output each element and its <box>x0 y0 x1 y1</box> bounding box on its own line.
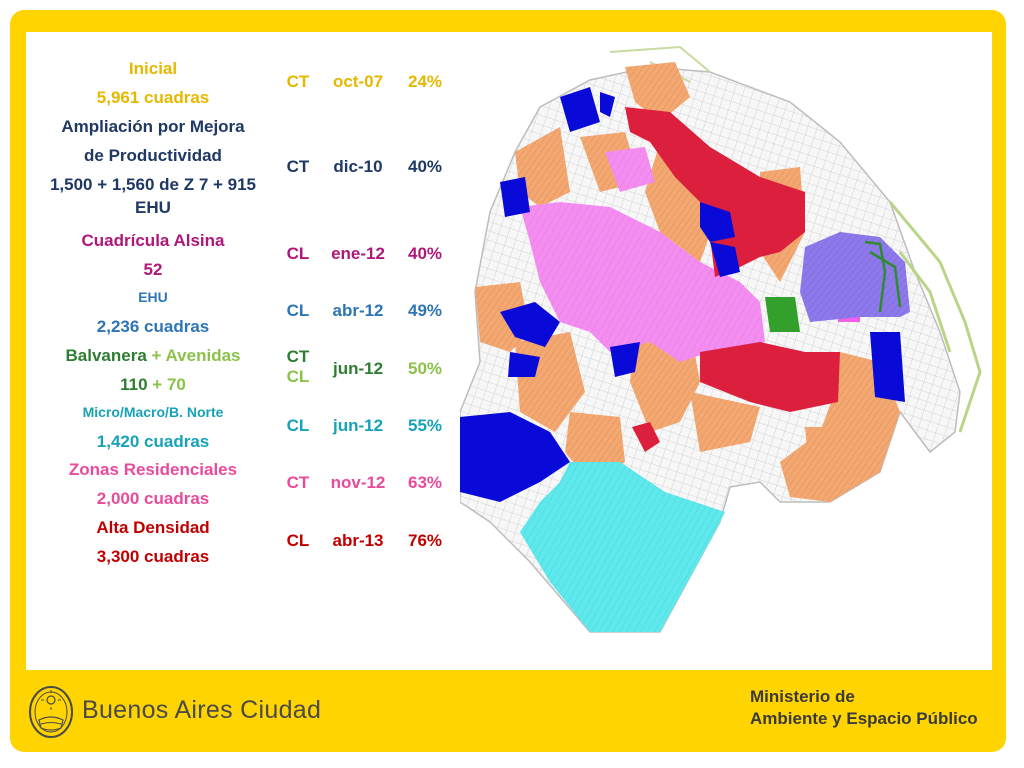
zone-blue <box>500 177 530 217</box>
row-percent: 40% <box>407 244 443 263</box>
label-line: 2,236 cuadras <box>96 317 210 336</box>
label-line: 1,500 + 1,560 de Z 7 + 915 <box>49 175 257 194</box>
zone-red <box>632 422 660 452</box>
table-row: Inicial 5,961 cuadras CT oct-07 24% <box>28 54 458 112</box>
zone-blue <box>710 242 740 277</box>
table-row: Cuadrícula Alsina 52 CL ene-12 40% <box>28 226 458 284</box>
label-part: 110 <box>120 375 148 394</box>
label-line: EHU <box>135 198 171 217</box>
row-percent: 55% <box>407 416 443 435</box>
table-row: Balvanera + Avenidas 110 + 70 CT CL jun-… <box>28 341 458 399</box>
row-code: CL <box>286 301 310 320</box>
table-row: Alta Densidad 3,300 cuadras CL abr-13 76… <box>28 513 458 571</box>
zone-blue <box>500 302 560 347</box>
row-code: CL <box>286 416 310 435</box>
row-label: Zonas Residenciales 2,000 cuadras <box>28 455 278 513</box>
label-line: 3,300 cuadras <box>96 547 210 566</box>
row-label: Cuadrícula Alsina 52 <box>28 226 278 284</box>
label-line: 1,420 cuadras <box>96 432 210 451</box>
zone-blue <box>508 352 540 377</box>
row-label: Ampliación por Mejora de Productividad 1… <box>28 112 278 222</box>
row-date: jun-12 <box>332 416 384 435</box>
row-percent: 63% <box>407 473 443 492</box>
label-line: Zonas Residenciales <box>68 460 238 479</box>
table-row: Zonas Residenciales 2,000 cuadras CT nov… <box>28 455 458 513</box>
table-row: EHU 2,236 cuadras CL abr-12 49% <box>28 283 458 341</box>
zone-orange <box>690 392 760 452</box>
row-code: CT <box>286 157 310 176</box>
zone-blue <box>560 87 600 132</box>
zone-pink <box>605 147 655 192</box>
city-zone-map <box>460 45 982 633</box>
row-label: Inicial 5,961 cuadras <box>28 54 278 112</box>
label-line: EHU <box>138 289 168 305</box>
zone-cyan <box>520 462 725 632</box>
zone-pink <box>520 202 765 362</box>
zone-orange <box>805 427 840 482</box>
row-date: ene-12 <box>331 244 385 263</box>
zone-blue <box>610 342 640 377</box>
zone-red <box>700 342 840 412</box>
label-line: Alta Densidad <box>96 518 210 537</box>
table-row: Micro/Macro/B. Norte 1,420 cuadras CL ju… <box>28 398 458 456</box>
row-percent: 50% <box>407 359 443 378</box>
label-part: + 70 <box>152 375 186 394</box>
zone-blue <box>600 92 615 117</box>
row-code: CL <box>286 244 310 263</box>
zone-red <box>625 107 805 277</box>
zone-green-outline <box>864 240 902 313</box>
zone-orange <box>515 127 570 207</box>
label-line: Micro/Macro/B. Norte <box>82 404 224 420</box>
brand-name: Buenos Aires Ciudad <box>82 696 322 724</box>
row-code: CT <box>286 347 310 366</box>
row-percent: 49% <box>407 301 443 320</box>
ministry-line: Ambiente y Espacio Público <box>750 709 978 728</box>
row-date: jun-12 <box>332 359 384 378</box>
label-part: + Avenidas <box>151 346 241 365</box>
row-date: nov-12 <box>330 473 386 492</box>
row-code: CT <box>286 473 310 492</box>
row-date: dic-10 <box>333 157 383 176</box>
row-label: Balvanera + Avenidas 110 + 70 <box>28 341 278 399</box>
row-date: abr-13 <box>332 531 384 550</box>
city-seal-icon <box>29 686 73 738</box>
zone-green <box>765 297 800 332</box>
zone-blue <box>870 332 905 402</box>
label-line: Cuadrícula Alsina <box>81 231 225 250</box>
ministry-name: Ministerio de Ambiente y Espacio Público <box>750 686 1000 730</box>
row-label: Alta Densidad 3,300 cuadras <box>28 513 278 571</box>
row-code: CT <box>286 72 310 91</box>
label-line: Ampliación por Mejora <box>61 117 245 136</box>
table-row: Ampliación por Mejora de Productividad 1… <box>28 112 458 228</box>
row-code: CL <box>286 531 310 550</box>
row-date: oct-07 <box>332 72 384 91</box>
ministry-line: Ministerio de <box>750 687 855 706</box>
zone-blue <box>700 202 735 242</box>
row-date: abr-12 <box>332 301 384 320</box>
zone-blue <box>460 412 570 502</box>
coastal-parks <box>888 201 982 433</box>
row-percent: 40% <box>407 157 443 176</box>
row-percent: 76% <box>407 531 443 550</box>
row-code-secondary: CL <box>286 367 310 386</box>
label-line: 2,000 cuadras <box>96 489 210 508</box>
zone-orange <box>625 62 690 122</box>
row-label: EHU 2,236 cuadras <box>28 283 278 341</box>
label-line: 5,961 cuadras <box>96 88 210 107</box>
row-label: Micro/Macro/B. Norte 1,420 cuadras <box>28 398 278 456</box>
label-line: 52 <box>143 260 163 279</box>
label-line: Inicial <box>128 59 178 78</box>
row-percent: 24% <box>407 72 443 91</box>
label-line: de Productividad <box>84 146 222 165</box>
label-part: Balvanera <box>65 346 147 365</box>
footer: Buenos Aires Ciudad Ministerio de Ambien… <box>10 672 1006 752</box>
